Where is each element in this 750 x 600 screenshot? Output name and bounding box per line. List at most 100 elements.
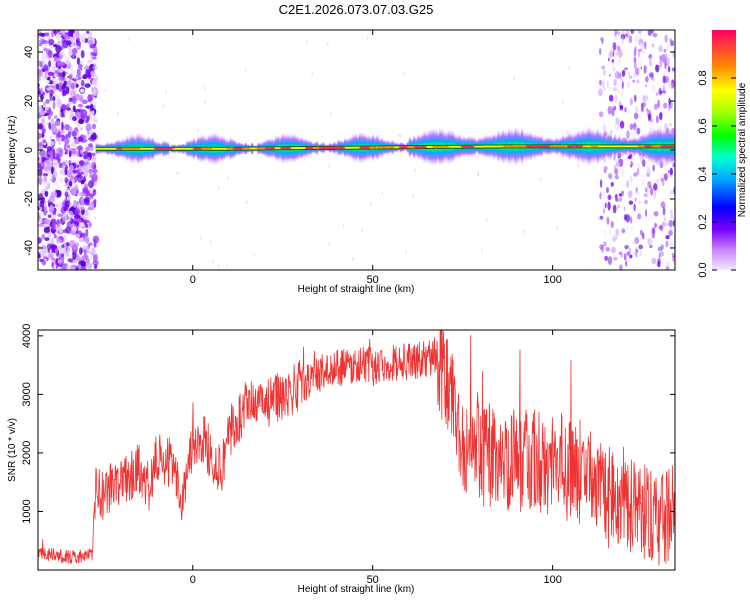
noise-blob [176,170,179,175]
noise-blob [49,140,55,146]
noise-blob [633,61,637,69]
noise-blob [647,181,652,188]
noise-blob [657,99,660,109]
x-tick-label: 50 [367,274,379,286]
noise-blob [604,202,607,209]
noise-blob [68,180,73,187]
noise-blob [646,108,649,112]
noise-blob [649,114,652,120]
noise-blob [672,85,675,89]
noise-blob [609,174,614,181]
noise-blob [217,264,220,269]
noise-blob [311,72,314,77]
noise-blob [58,68,64,73]
noise-blob [601,65,606,70]
noise-blob [86,163,92,169]
ridge-peak [313,146,321,150]
colorbar-ticks: 0.0 0.2 0.4 0.6 0.8 [697,70,736,278]
noise-blob [75,111,81,116]
noise-blob [53,115,58,119]
noise-blob [39,249,44,257]
noise-blob [77,79,82,84]
noise-blob [89,103,94,112]
noise-blob [667,42,669,52]
noise-blob [43,64,49,72]
noise-blob [629,247,631,254]
noise-blob [637,161,640,170]
noise-blob [599,37,604,42]
noise-blob [51,220,56,230]
noise-blob [635,187,638,194]
noise-blob [629,97,633,106]
ridge-peak [573,145,584,148]
noise-blob [47,214,52,219]
noise-blob [658,87,662,96]
noise-blob [669,225,673,231]
noise-blob [652,32,658,38]
noise-blob [218,186,220,191]
ridge-peak [256,147,268,150]
ridge-peak [200,147,213,151]
noise-blob [55,45,62,53]
noise-blob [616,45,621,52]
noise-blob [82,186,89,194]
noise-blob [71,226,77,232]
noise-blob [652,164,655,172]
noise-blob [82,151,89,155]
noise-blob [633,203,636,212]
noise-blob [643,65,647,74]
snr-x-axis-label: Height of straight line (km) [298,584,415,595]
noise-blob [615,32,621,37]
noise-blob [626,180,630,188]
noise-blob [650,30,654,34]
noise-blob [608,173,612,179]
noise-blob [646,188,649,197]
noise-blob [642,51,645,55]
ridge-peak [242,147,250,150]
noise-blob [646,168,651,178]
noise-blob [67,245,71,254]
colorbar-tick-label: 0.6 [697,118,709,133]
noise-blob [246,200,248,205]
colorbar-tick-label: 0.4 [697,166,709,181]
noise-blob [199,236,202,241]
noise-blob [602,68,607,77]
noise-blob [44,160,50,164]
noise-blob [77,103,84,107]
noise-blob [52,149,56,155]
noise-blob [60,83,67,90]
noise-blob [643,193,648,198]
noise-blob [81,255,88,261]
noise-blob [629,254,633,259]
noise-blob [80,34,85,39]
noise-blob [54,120,61,127]
noise-blob [672,219,675,227]
ridge-peak [304,146,314,150]
noise-blob [655,115,659,124]
noise-blob [618,49,623,58]
noise-blob [52,81,57,86]
noise-blob [76,121,80,130]
noise-blob [621,157,627,163]
noise-blob [44,71,49,75]
noise-blob [648,54,653,59]
noise-blob [613,232,618,242]
noise-blob [637,200,642,205]
noise-blob [651,257,656,265]
noise-blob [50,244,58,250]
noise-blob [477,172,480,177]
noise-blob [660,177,664,182]
noise-blob [664,58,667,62]
ridge-peak [666,145,675,148]
noise-blob [652,209,654,217]
noise-blob [612,50,615,57]
noise-blob [57,130,61,139]
noise-blob [49,194,56,203]
noise-blob [94,264,98,270]
noise-blob [655,64,658,71]
noise-blob [629,123,634,131]
snr-plot: 0 50 100 1000 2000 3000 4000 Height of straig… [7,324,676,595]
noise-blob [227,176,230,181]
noise-blob [628,70,631,80]
noise-blob [76,201,80,207]
